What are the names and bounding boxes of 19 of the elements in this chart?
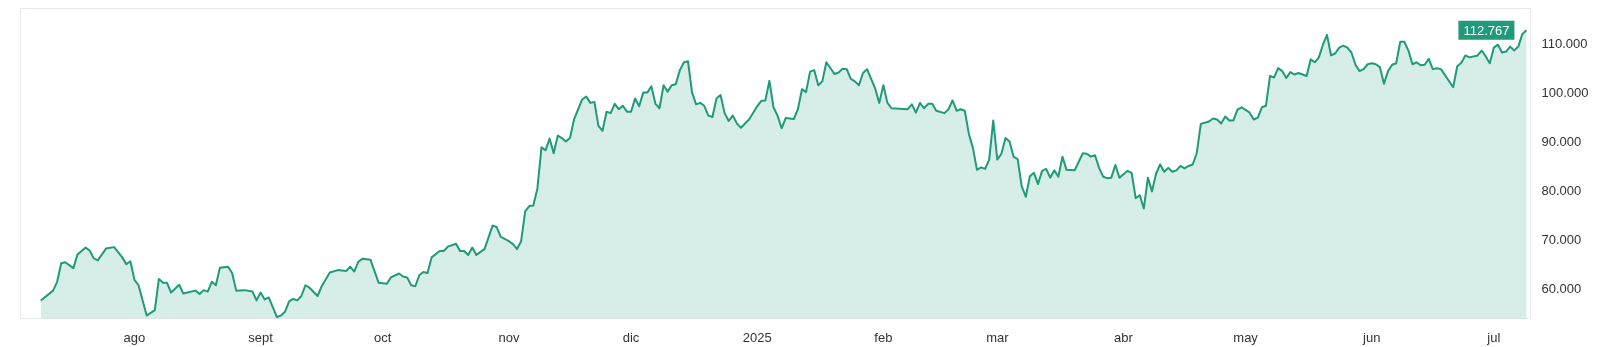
x-tick-label: mar (986, 329, 1010, 345)
y-tick-label: 60.000 (1541, 280, 1582, 296)
y-tick-label: 90.000 (1541, 134, 1582, 149)
annotation: 112.767 (1463, 22, 1510, 38)
x-tick-label: sept (248, 329, 274, 345)
x-tick-label: dic (622, 329, 640, 345)
x-tick-label: oct (374, 329, 392, 345)
y-tick-label: 110.000 (1541, 36, 1588, 52)
x-tick-label: nov (498, 329, 520, 345)
x-tick-label: feb (874, 329, 893, 345)
x-tick-label: abr (1114, 329, 1134, 345)
x-tick-label: jul (1486, 329, 1501, 345)
x-tick-label: 2025 (742, 329, 772, 345)
y-tick-label: 100.000 (1541, 85, 1589, 101)
x-tick-label: jun (1362, 329, 1381, 345)
y-tick-label: 80.000 (1541, 182, 1582, 198)
y-tick-label: 70.000 (1541, 231, 1582, 247)
x-tick-label: ago (123, 329, 146, 345)
x-tick-label: may (1233, 329, 1259, 345)
